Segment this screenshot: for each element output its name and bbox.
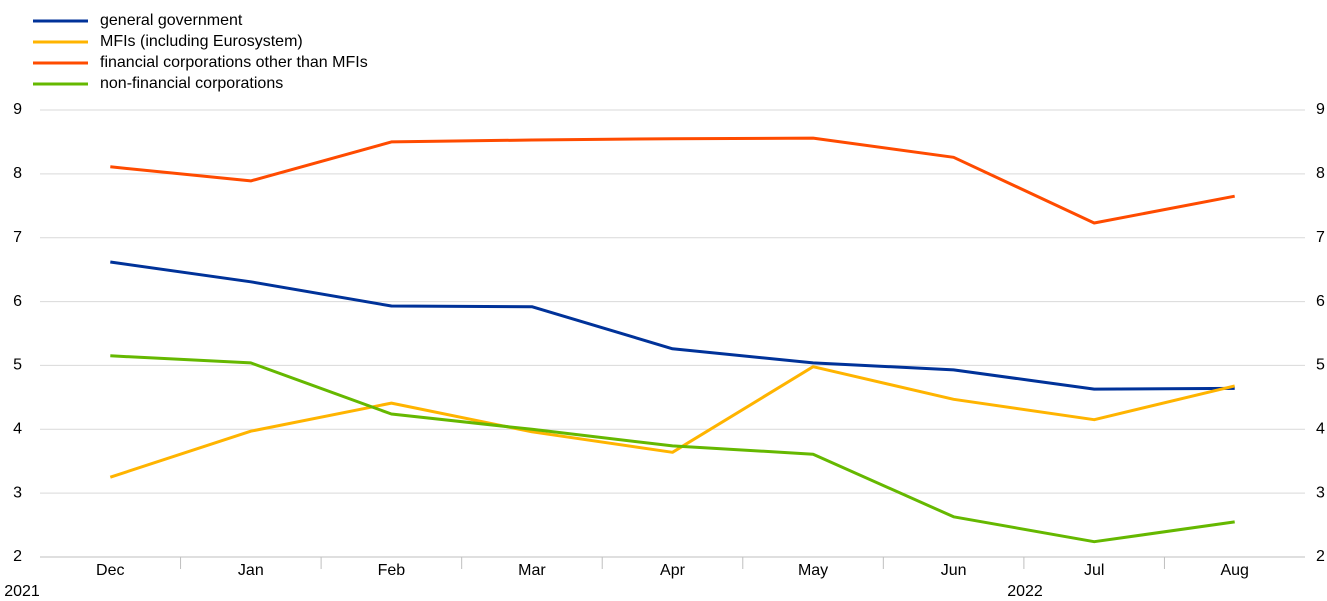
- x-tick-label: Jan: [238, 562, 264, 579]
- y-tick-label: 3: [13, 484, 22, 501]
- y2-tick-label: 2: [1316, 548, 1325, 565]
- y-tick-label: 4: [13, 421, 22, 438]
- series-line: [110, 260, 1235, 391]
- y2-tick-label: 9: [1316, 101, 1325, 118]
- y2-tick-label: 7: [1316, 229, 1325, 246]
- x-tick-label: Feb: [378, 562, 406, 579]
- y-tick-label: 9: [13, 101, 22, 118]
- y-tick-label: 2: [13, 548, 22, 565]
- legend-label: MFIs (including Eurosystem): [100, 33, 303, 50]
- x-tick-label: Jul: [1084, 562, 1104, 579]
- x-tick-label: May: [798, 562, 828, 579]
- y2-tick-label: 4: [1316, 421, 1325, 438]
- y-tick-label: 6: [13, 293, 22, 310]
- legend-label: financial corporations other than MFIs: [100, 54, 368, 71]
- series-line: [110, 354, 1235, 544]
- y-tick-label: 7: [13, 229, 22, 246]
- x-tick-label: Aug: [1220, 562, 1248, 579]
- series-line: [110, 136, 1235, 225]
- y-tick-label: 8: [13, 165, 22, 182]
- legend-label: non-financial corporations: [100, 75, 283, 92]
- y2-tick-label: 6: [1316, 293, 1325, 310]
- series-line: [109, 365, 1236, 479]
- x-tick-label: Mar: [518, 562, 546, 579]
- y2-tick-label: 8: [1316, 165, 1325, 182]
- year-label: 2021: [4, 583, 40, 600]
- y2-tick-label: 5: [1316, 357, 1325, 374]
- y2-tick-label: 3: [1316, 484, 1325, 501]
- x-tick-label: Apr: [660, 562, 686, 579]
- year-label: 2022: [1007, 583, 1043, 600]
- y-tick-label: 5: [13, 357, 22, 374]
- x-tick-label: Dec: [96, 562, 124, 579]
- x-tick-label: Jun: [941, 562, 967, 579]
- legend-label: general government: [100, 12, 243, 29]
